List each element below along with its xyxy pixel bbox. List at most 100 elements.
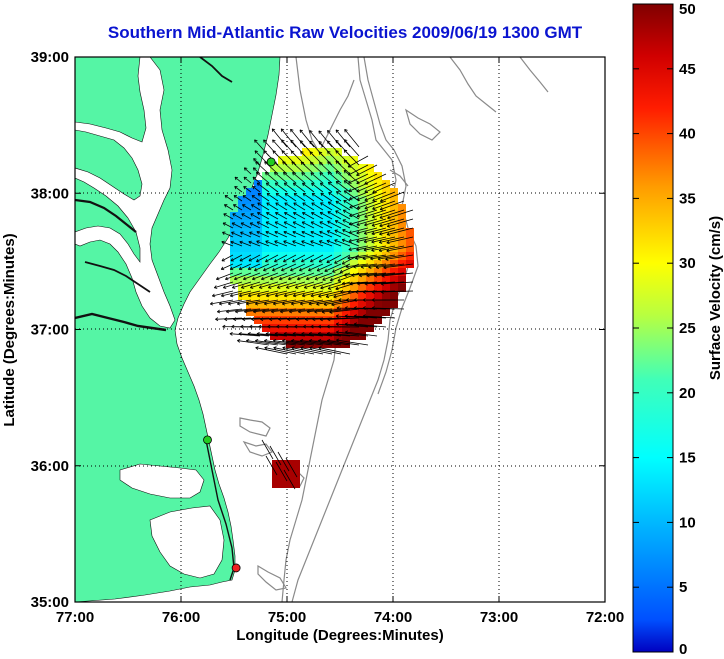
velocity-vector-head [379,215,383,219]
velocity-cell [390,292,398,300]
velocity-vector [372,281,405,285]
velocity-vector-head [371,291,375,294]
velocity-vector-head [300,346,304,348]
velocity-vector-head [370,256,373,260]
velocity-vector-head [370,258,374,261]
velocity-cell [294,252,302,260]
velocity-vector-head [327,171,330,175]
velocity-vector-head [249,324,253,327]
velocity-vector-head [353,314,357,317]
velocity-vector-head [366,273,370,276]
velocity-vector-head [275,193,278,197]
velocity-vector-head [372,189,375,193]
velocity-cell [318,260,326,268]
velocity-vector-head [366,275,370,278]
velocity-cell [302,268,310,276]
velocity-vector-head [309,340,312,343]
velocity-vector-head [372,283,376,286]
velocity-vector [354,315,387,319]
velocity-vector [343,149,360,166]
velocity-vector-head [335,129,340,132]
velocity-vector [239,263,252,270]
velocity-vector-head [274,293,278,297]
velocity-vector [356,182,378,193]
velocity-vector [283,221,297,229]
velocity-vector-head [310,172,313,176]
velocity-vector-head [302,193,305,197]
velocity-vector-head [248,295,252,298]
velocity-vector-head [317,333,321,336]
velocity-cell [302,188,310,196]
velocity-vector-head [272,150,277,152]
velocity-vector [318,347,351,355]
velocity-vector [283,172,297,184]
velocity-cell [262,220,270,228]
y-tick-label: 38:00 [31,185,69,202]
velocity-vector-head [353,264,357,268]
velocity-cell [270,276,278,284]
velocity-vector [319,231,333,238]
velocity-vector-head [349,283,353,286]
velocity-vector [306,272,324,280]
velocity-cell [318,148,326,156]
velocity-vector-head [243,167,246,171]
velocity-vector-head [342,283,346,286]
velocity-vector-head [291,339,295,341]
velocity-vector-head [292,221,296,225]
velocity-vector [229,333,261,337]
velocity-vector-head [380,291,384,294]
velocity-vector-head [301,258,304,262]
velocity-cell [318,204,326,212]
velocity-vector-head [256,333,260,336]
velocity-cell [230,236,238,244]
velocity-vector-head [301,221,305,225]
velocity-vector-head [299,267,302,271]
velocity-cell [286,292,294,300]
velocity-vector-head [228,303,232,306]
velocity-vector-head [314,309,318,313]
velocity-vector-head [234,276,237,280]
velocity-vector [349,227,369,234]
velocity-vector-head [261,276,264,280]
velocity-vector-head [239,258,242,262]
velocity-cell [278,292,286,300]
velocity-vector [320,192,333,202]
velocity-cell [270,292,278,300]
velocity-cell [286,188,294,196]
velocity-vector-head [223,285,226,289]
velocity-vector-head [297,276,300,280]
velocity-vector [386,236,414,244]
velocity-vector [265,182,279,193]
velocity-vector [349,218,369,225]
velocity-vector-head [246,303,250,306]
velocity-vector [334,229,351,238]
velocity-cell [366,244,374,252]
velocity-vector [311,202,324,211]
velocity-vector-head [335,314,339,317]
velocity-vector-head [320,285,323,289]
velocity-cell [342,164,350,172]
velocity-vector [364,209,387,218]
velocity-vector [240,231,252,238]
velocity-vector-head [318,326,322,329]
velocity-vector-head [380,283,384,286]
velocity-cell [278,220,286,228]
velocity-vector-head [262,309,265,313]
velocity-vector-head [282,347,286,350]
velocity-vector-head [318,141,320,145]
velocity-vector [301,240,315,247]
velocity-vector-head [238,333,242,336]
velocity-vector [265,172,279,184]
velocity-vector-head [362,291,366,294]
velocity-vector-head [310,293,314,297]
velocity-cell [278,236,286,244]
velocity-vector [282,347,315,355]
velocity-vector-head [268,285,271,289]
velocity-vector [327,150,342,166]
velocity-cell [254,308,262,316]
velocity-vector-head [355,291,359,294]
velocity-cell [272,474,279,481]
velocity-vector [293,290,315,297]
velocity-vector-head [355,258,359,260]
velocity-vector [253,308,279,313]
